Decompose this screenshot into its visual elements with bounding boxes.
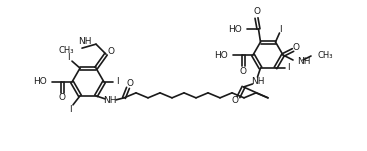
Text: HO: HO: [33, 77, 47, 87]
Text: NH: NH: [297, 56, 310, 66]
Text: I: I: [67, 53, 69, 62]
Text: HO: HO: [228, 24, 241, 34]
Text: O: O: [58, 93, 65, 103]
Text: O: O: [292, 42, 299, 51]
Text: CH₃: CH₃: [58, 46, 74, 55]
Text: I: I: [116, 77, 118, 87]
Text: O: O: [253, 6, 260, 16]
Text: O: O: [108, 47, 115, 56]
Text: NH: NH: [79, 37, 92, 46]
Text: HO: HO: [214, 50, 228, 59]
Text: I: I: [287, 63, 290, 72]
Text: I: I: [279, 24, 282, 34]
Text: CH₃: CH₃: [317, 50, 333, 59]
Text: O: O: [232, 96, 239, 106]
Text: O: O: [240, 66, 247, 76]
Text: I: I: [69, 105, 71, 114]
Text: NH: NH: [251, 77, 264, 87]
Text: O: O: [127, 79, 134, 88]
Text: NH: NH: [103, 96, 117, 105]
